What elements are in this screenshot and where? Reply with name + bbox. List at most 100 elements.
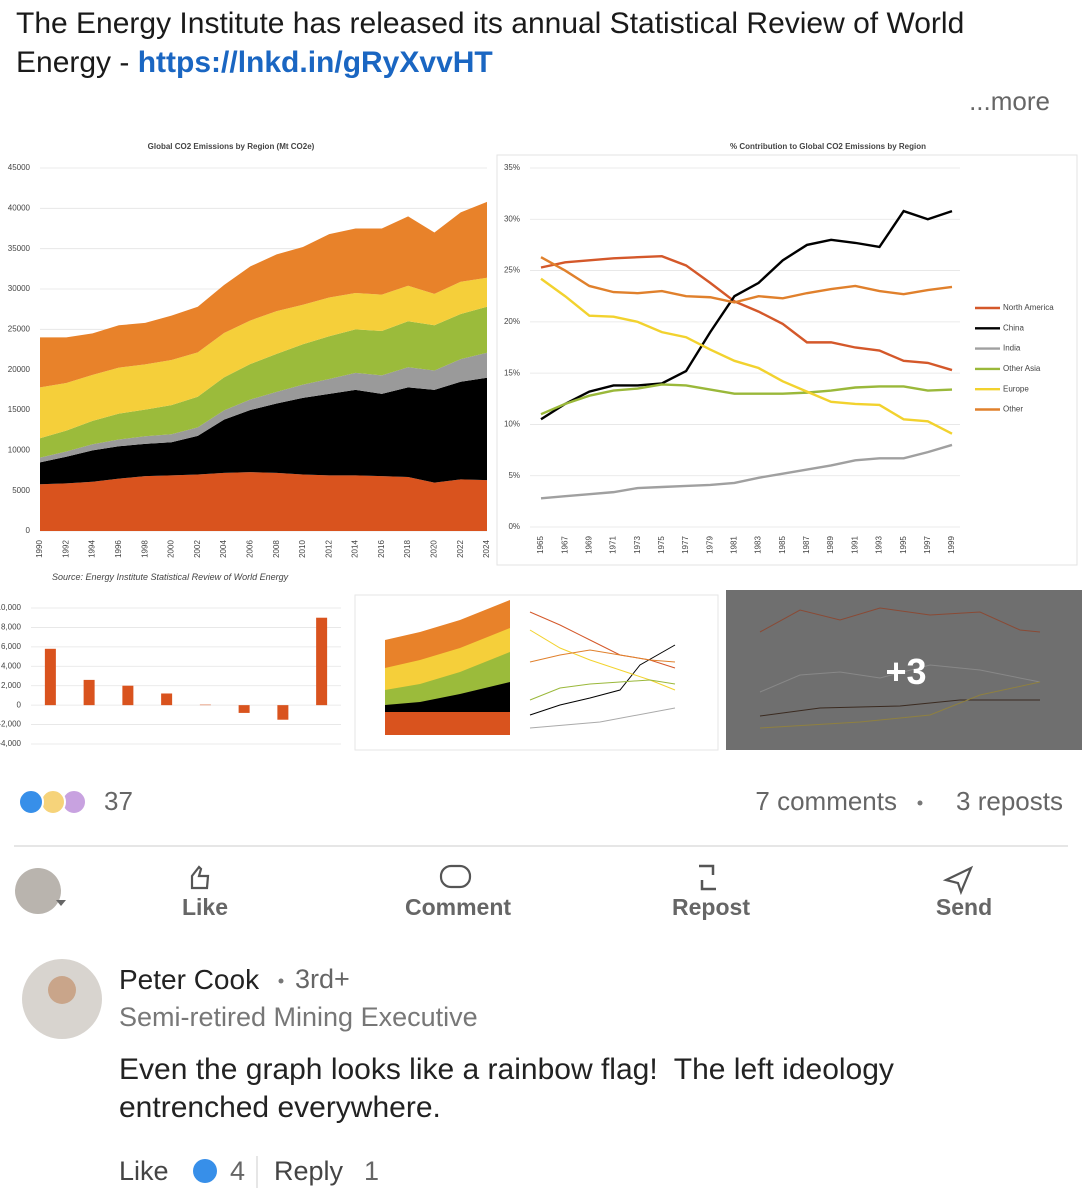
legend-label: Other [1003, 405, 1023, 414]
avatar-dropdown[interactable] [56, 900, 66, 906]
bar [122, 685, 134, 706]
thumb-line [529, 679, 676, 701]
comment-reply[interactable]: Reply [274, 1156, 344, 1186]
y-tick-label: 45000 [8, 163, 31, 172]
chart-title: % Contribution to Global CO2 Emissions b… [730, 142, 926, 151]
x-tick-label: 2004 [219, 540, 228, 558]
y-tick-label: 2,000 [1, 681, 22, 690]
x-tick-label: 2020 [430, 540, 439, 558]
chart-frame [496, 154, 1078, 566]
y-tick-label: 0% [508, 522, 520, 531]
thumb-line [529, 611, 676, 669]
x-tick-label: 2014 [351, 540, 360, 558]
thumb-line [529, 629, 676, 691]
see-more[interactable]: ...more [969, 86, 1050, 116]
x-tick-label: 1967 [560, 536, 569, 554]
separator-dot [917, 800, 923, 806]
x-tick-label: 1971 [609, 536, 618, 554]
area [40, 472, 487, 531]
x-tick-label: 1973 [633, 536, 642, 554]
area [40, 306, 487, 458]
bar [161, 693, 173, 706]
y-tick-label: 15000 [8, 405, 31, 414]
area [40, 201, 487, 388]
comment-like-icon [193, 1159, 217, 1183]
comment-like-count: 4 [230, 1156, 246, 1186]
x-tick-label: 2018 [403, 540, 412, 558]
y-tick-label: 4,000 [1, 661, 22, 670]
comment-headline: Semi-retired Mining Executive [119, 1002, 478, 1032]
legend-label: Other Asia [1003, 364, 1041, 373]
more-images-tile[interactable]: +3 [726, 590, 1082, 750]
more-images-count: +3 [885, 651, 926, 692]
bar [238, 705, 250, 713]
x-tick-label: 2002 [193, 540, 202, 558]
x-tick-label: 1993 [875, 536, 884, 554]
y-tick-label: 35% [504, 163, 520, 172]
comment-like[interactable]: Like [119, 1156, 169, 1186]
legend-label: India [1003, 344, 1021, 353]
post-link[interactable]: https://lnkd.in/gRyXvvHT [137, 46, 493, 79]
reaction-insightful [40, 789, 66, 815]
y-tick-label: 35000 [8, 244, 31, 253]
y-tick-label: -2,000 [0, 720, 22, 729]
y-tick-label: 15% [504, 368, 520, 377]
y-tick-label: -4,000 [0, 739, 22, 748]
x-tick-label: 1998 [140, 540, 149, 558]
x-tick-label: 2010 [298, 540, 307, 558]
y-tick-label: 30000 [8, 284, 31, 293]
comment-count[interactable]: 7 comments [755, 786, 897, 816]
y-tick-label: 25% [504, 266, 520, 275]
y-tick-label: 10,000 [0, 603, 22, 612]
x-tick-label: 2022 [456, 540, 465, 558]
legend-label: North America [1003, 303, 1054, 312]
separator-dot [278, 978, 284, 984]
x-tick-label: 1995 [899, 536, 908, 554]
bar [44, 648, 56, 706]
x-tick-label: 1999 [947, 536, 956, 554]
thumbnail-bg [726, 590, 1082, 750]
line [540, 443, 953, 500]
like-button[interactable]: Like [181, 894, 229, 920]
comment-author[interactable]: Peter Cook [119, 964, 260, 995]
viewer-avatar[interactable] [15, 868, 61, 914]
x-tick-label: 1981 [730, 536, 739, 554]
x-tick-label: 1994 [88, 540, 97, 558]
comment-icon [439, 864, 472, 889]
x-tick-label: 2000 [167, 540, 176, 558]
y-tick-label: 8,000 [1, 623, 22, 632]
y-tick-label: 40000 [8, 203, 31, 212]
x-tick-label: 1985 [778, 536, 787, 554]
x-tick-label: 1983 [754, 536, 763, 554]
x-tick-label: 1991 [850, 536, 859, 554]
send-button[interactable]: Send [935, 894, 993, 920]
image-thumbnail[interactable] [354, 594, 719, 751]
area [40, 277, 487, 439]
x-tick-label: 2012 [324, 540, 333, 558]
line [540, 383, 953, 416]
y-tick-label: 30% [504, 214, 520, 223]
legend-label: China [1003, 323, 1024, 332]
y-tick-label: 10% [504, 420, 520, 429]
comment-degree: 3rd+ [295, 964, 350, 994]
x-tick-label: 1977 [681, 536, 690, 554]
y-tick-label: 5% [508, 471, 520, 480]
y-tick-label: 10000 [8, 445, 31, 454]
comment-reply-count: 1 [364, 1156, 380, 1186]
repost-button[interactable]: Repost [672, 894, 750, 920]
legend-label: Europe [1003, 384, 1029, 393]
line [540, 209, 953, 421]
reaction-icons[interactable] [18, 789, 87, 815]
like-icon [190, 865, 210, 890]
area [40, 377, 487, 485]
comment-button[interactable]: Comment [404, 894, 512, 920]
repost-count[interactable]: 3 reposts [956, 786, 1063, 816]
reaction-count[interactable]: 37 [104, 786, 133, 816]
reaction-like [18, 789, 44, 815]
x-tick-label: 1990 [35, 540, 44, 558]
thumb-area [385, 712, 510, 735]
thumb-line [759, 681, 1041, 729]
